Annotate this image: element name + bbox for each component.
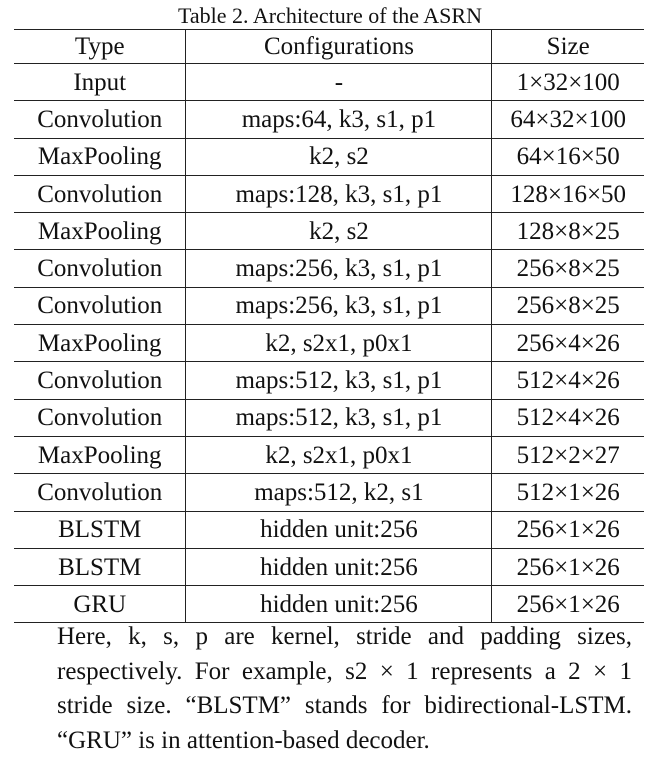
cell-configuration: maps:128, k3, s1, p1 xyxy=(185,175,493,213)
cell-configuration: hidden unit:256 xyxy=(185,548,493,586)
table-row: Input -1×32×100 xyxy=(14,63,644,101)
table-row: MaxPooling k2, s2 128×8×25 xyxy=(14,212,644,250)
cell-configuration: maps:64, k3, s1, p1 xyxy=(185,100,493,139)
cell-size: 512×4×26 xyxy=(516,404,620,432)
cell-type: Input xyxy=(14,63,187,101)
architecture-table: Type Configurations Size Input -1×32×100 C… xyxy=(14,29,644,623)
cell-type: BLSTM xyxy=(14,548,187,586)
cell-type: MaxPooling xyxy=(14,138,187,176)
cell-size: 512×4×26 xyxy=(516,367,620,395)
cell-size: 128×8×25 xyxy=(516,217,620,245)
cell-type: MaxPooling xyxy=(14,212,187,250)
table-row: Convolution maps:512, k2, s1 512×1×26 xyxy=(14,473,644,512)
table-row: Convolution maps:256, k3, s1, p1 256×8×25 xyxy=(14,287,644,325)
cell-configuration: k2, s2x1, p0x1 xyxy=(185,436,493,474)
cell-configuration: maps:256, k3, s1, p1 xyxy=(185,249,493,288)
table-row: BLSTM hidden unit:256 256×1×26 xyxy=(14,548,644,586)
cell-configuration: - xyxy=(185,63,493,101)
cell-type: Convolution xyxy=(14,399,187,437)
cell-size: 256×1×26 xyxy=(516,516,620,544)
table-note: Here, k, s, p are kernel, stride and pad… xyxy=(57,620,632,758)
cell-size: 512×1×26 xyxy=(516,478,620,506)
note-text: Here, k, s, p are kernel, stride and pad… xyxy=(57,623,632,754)
cell-configuration: maps:512, k2, s1 xyxy=(185,473,493,512)
cell-configuration: hidden unit:256 xyxy=(185,511,493,549)
cell-type: Convolution xyxy=(14,473,187,512)
cell-configuration: k2, s2x1, p0x1 xyxy=(185,324,493,362)
cell-type: Convolution xyxy=(14,175,187,213)
cell-size: 1×32×100 xyxy=(516,68,620,96)
header-type: Type xyxy=(14,29,187,64)
table-row: Convolution maps:128, k3, s1, p1 128×16×50 xyxy=(14,175,644,213)
header-size: Size xyxy=(546,33,590,60)
cell-type: Convolution xyxy=(14,100,187,139)
table-row: BLSTM hidden unit:256 256×1×26 xyxy=(14,511,644,549)
cell-size: 256×1×26 xyxy=(516,553,620,581)
cell-size: 256×8×25 xyxy=(516,292,620,320)
table-row: MaxPooling k2, s2x1, p0x1 512×2×27 xyxy=(14,436,644,474)
cell-type: GRU xyxy=(14,585,187,623)
table-header-row: Type Configurations Size xyxy=(14,29,644,64)
cell-configuration: maps:256, k3, s1, p1 xyxy=(185,287,493,325)
table-row: MaxPooling k2, s2x1, p0x1 256×4×26 xyxy=(14,324,644,362)
cell-configuration: k2, s2 xyxy=(185,138,493,176)
cell-configuration: maps:512, k3, s1, p1 xyxy=(185,361,493,400)
cell-size: 256×1×26 xyxy=(516,590,620,618)
cell-size: 64×32×100 xyxy=(510,105,627,133)
table-row: MaxPooling k2, s2 64×16×50 xyxy=(14,138,644,176)
cell-type: Convolution xyxy=(14,287,187,325)
cell-configuration: hidden unit:256 xyxy=(185,585,493,623)
cell-type: MaxPooling xyxy=(14,436,187,474)
cell-size: 64×16×50 xyxy=(516,143,620,171)
cell-configuration: maps:512, k3, s1, p1 xyxy=(185,399,493,437)
cell-type: Convolution xyxy=(14,249,187,288)
cell-type: Convolution xyxy=(14,361,187,400)
cell-size: 256×4×26 xyxy=(516,329,620,357)
table-row: Convolution maps:512, k3, s1, p1 512×4×26 xyxy=(14,399,644,437)
table-caption: Table 2. Architecture of the ASRN xyxy=(178,3,482,28)
table-body: Input -1×32×100 Convolution maps:64, k3, s1… xyxy=(14,63,644,623)
cell-size: 256×8×25 xyxy=(516,255,620,283)
table-row: Convolution maps:256, k3, s1, p1 256×8×25 xyxy=(14,249,644,288)
cell-type: BLSTM xyxy=(14,511,187,549)
cell-type: MaxPooling xyxy=(14,324,187,362)
table-row: Convolution maps:64, k3, s1, p1 64×32×100 xyxy=(14,100,644,139)
table-row: GRU hidden unit:256 256×1×26 xyxy=(14,585,644,623)
cell-size: 512×2×27 xyxy=(516,441,620,469)
cell-size: 128×16×50 xyxy=(510,180,627,208)
header-configurations: Configurations xyxy=(185,29,493,64)
table-row: Convolution maps:512, k3, s1, p1 512×4×26 xyxy=(14,361,644,400)
cell-configuration: k2, s2 xyxy=(185,212,493,250)
